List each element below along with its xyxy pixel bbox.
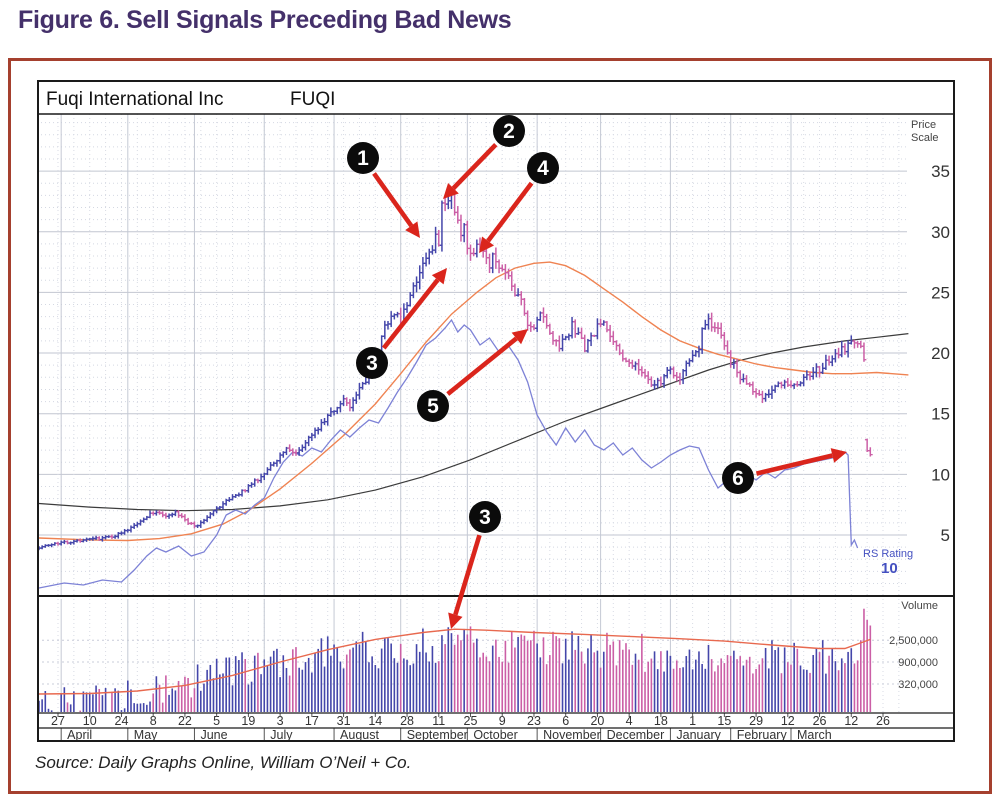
svg-text:14: 14 [368, 714, 382, 728]
signal-number: 5 [427, 395, 439, 418]
svg-text:May: May [134, 728, 158, 742]
svg-text:18: 18 [654, 714, 668, 728]
svg-text:23: 23 [527, 714, 541, 728]
svg-text:9: 9 [499, 714, 506, 728]
signal-number: 6 [732, 467, 744, 490]
svg-text:17: 17 [305, 714, 319, 728]
svg-text:27: 27 [51, 714, 65, 728]
signal-arrowhead [830, 448, 847, 463]
chart-ticker: FUQI [290, 89, 335, 110]
volume-bars [38, 608, 872, 712]
svg-text:August: August [340, 728, 379, 742]
svg-text:March: March [797, 728, 832, 742]
sell-signal-annotations: 1 24 3 5 6 3 [347, 115, 847, 629]
signal-number-badge [527, 152, 559, 184]
svg-text:25: 25 [464, 714, 478, 728]
svg-text:24: 24 [115, 714, 129, 728]
signal-arrowhead [511, 329, 528, 345]
signal-arrow [446, 336, 518, 396]
signal-number-badge [469, 501, 501, 533]
svg-text:September: September [407, 728, 468, 742]
signal-arrowhead [479, 236, 495, 253]
price-scale-label-2: Scale [911, 132, 939, 144]
signal-arrowhead [405, 221, 420, 238]
source-caption: Source: Daily Graphs Online, William O’N… [35, 753, 412, 772]
signal-number: 2 [503, 120, 515, 143]
svg-text:10: 10 [931, 465, 950, 484]
svg-text:25: 25 [931, 283, 950, 302]
svg-text:December: December [607, 728, 665, 742]
svg-text:15: 15 [931, 405, 950, 424]
svg-text:5: 5 [941, 526, 950, 545]
svg-text:900,000: 900,000 [898, 657, 938, 669]
signal-number-badge [356, 347, 388, 379]
signal-arrow [755, 453, 833, 476]
svg-text:29: 29 [749, 714, 763, 728]
svg-text:26: 26 [813, 714, 827, 728]
signal-arrow [381, 278, 440, 350]
signal-number: 3 [366, 352, 378, 375]
svg-text:3: 3 [277, 714, 284, 728]
signal-number-badge [417, 390, 449, 422]
signal-arrowhead [448, 612, 463, 629]
svg-text:July: July [270, 728, 293, 742]
svg-text:30: 30 [931, 223, 950, 242]
svg-text:October: October [473, 728, 517, 742]
signal-arrow [372, 172, 414, 228]
rs-rating-label: RS Rating [863, 548, 913, 560]
svg-text:26: 26 [876, 714, 890, 728]
svg-text:10: 10 [83, 714, 97, 728]
grid-lines [37, 114, 907, 742]
svg-text:320,000: 320,000 [898, 679, 938, 691]
svg-text:January: January [676, 728, 721, 742]
price-scale-label-1: Price [911, 119, 936, 131]
signal-arrow [451, 143, 498, 190]
svg-text:19: 19 [241, 714, 255, 728]
svg-text:20: 20 [931, 344, 950, 363]
svg-text:11: 11 [432, 714, 445, 728]
signal-number-badge [493, 115, 525, 147]
svg-text:15: 15 [717, 714, 731, 728]
svg-text:31: 31 [337, 714, 351, 728]
figure-title: Figure 6. Sell Signals Preceding Bad New… [18, 6, 512, 34]
svg-text:20: 20 [590, 714, 604, 728]
svg-text:22: 22 [178, 714, 192, 728]
signal-number-badge [722, 462, 754, 494]
chart-company-name: Fuqi International Inc [46, 89, 223, 110]
signal-arrow [486, 181, 534, 243]
pane-borders [37, 80, 955, 742]
svg-text:June: June [200, 728, 227, 742]
indicator-lines [38, 261, 909, 695]
signal-number: 1 [357, 147, 369, 170]
svg-text:5: 5 [213, 714, 220, 728]
svg-text:February: February [737, 728, 788, 742]
svg-text:1: 1 [689, 714, 696, 728]
svg-text:28: 28 [400, 714, 414, 728]
signal-arrow [453, 534, 482, 616]
svg-text:4: 4 [626, 714, 633, 728]
volume-label: Volume [901, 600, 938, 612]
svg-text:April: April [67, 728, 92, 742]
price-bars [37, 187, 873, 551]
chart-frame [8, 58, 992, 794]
signal-number: 3 [479, 506, 491, 529]
svg-text:November: November [543, 728, 601, 742]
signal-arrowhead [431, 268, 447, 285]
svg-text:2,500,000: 2,500,000 [889, 635, 938, 647]
signal-number: 4 [537, 157, 549, 180]
svg-text:12: 12 [781, 714, 795, 728]
rs-rating-value: 10 [881, 560, 898, 577]
signal-arrowhead [443, 183, 459, 199]
svg-text:8: 8 [150, 714, 157, 728]
svg-text:6: 6 [562, 714, 569, 728]
svg-text:12: 12 [844, 714, 858, 728]
svg-text:35: 35 [931, 162, 950, 181]
signal-number-badge [347, 142, 379, 174]
